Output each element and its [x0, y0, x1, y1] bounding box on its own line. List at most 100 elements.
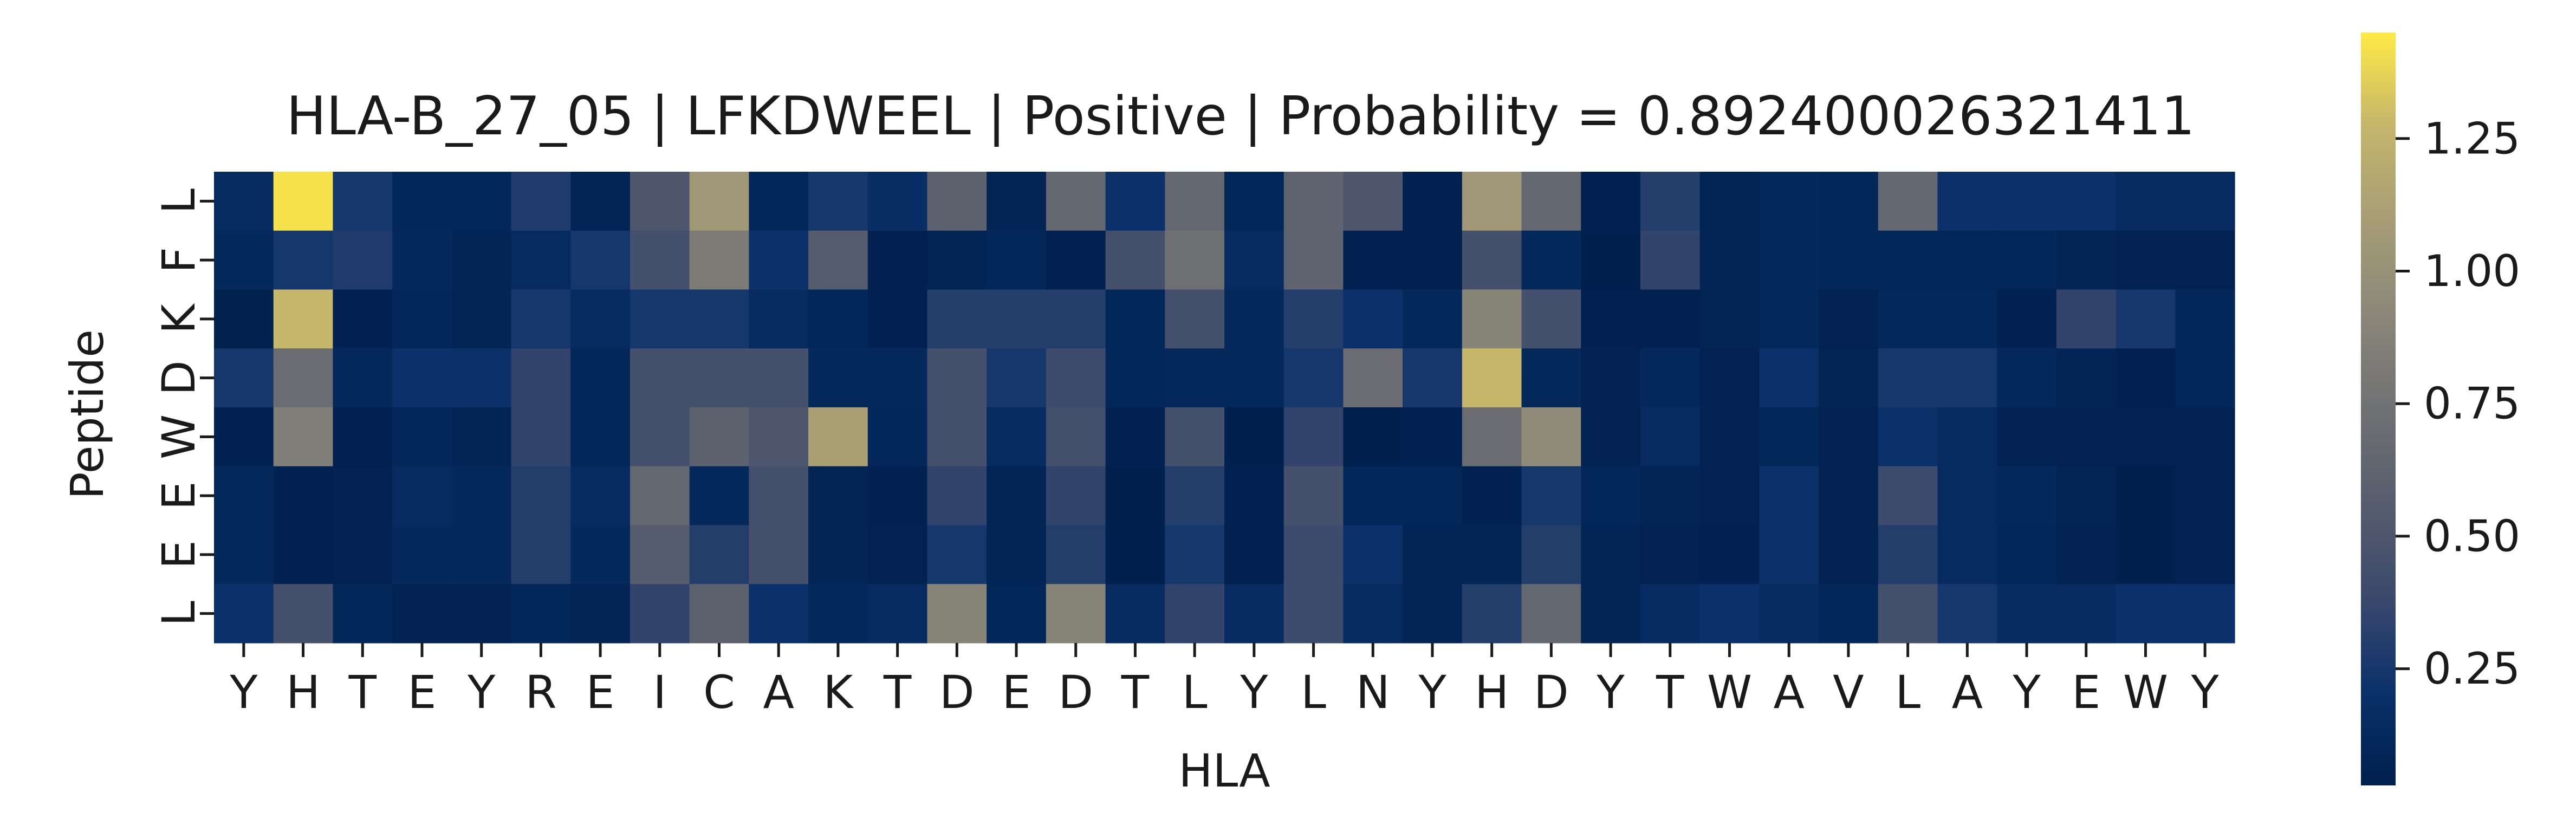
heatmap-cell: [749, 407, 809, 467]
heatmap-cell: [927, 348, 987, 408]
heatmap-cell: [2116, 348, 2176, 408]
heatmap-cell: [867, 407, 928, 467]
heatmap-cell: [1581, 289, 1641, 349]
heatmap-cell: [987, 525, 1047, 584]
heatmap-cell: [1819, 172, 1879, 231]
heatmap-cell: [1521, 466, 1581, 526]
y-axis: LFKDWEEL: [152, 188, 214, 626]
heatmap-cell: [1699, 584, 1760, 644]
heatmap-cell: [1046, 525, 1106, 584]
heatmap-cell: [2175, 230, 2235, 290]
heatmap-cell: [1105, 230, 1165, 290]
heatmap-cell: [1878, 466, 1938, 526]
heatmap-cell: [570, 466, 631, 526]
heatmap-cell: [1997, 466, 2057, 526]
heatmap-cell: [689, 172, 749, 231]
heatmap-cell: [273, 466, 334, 526]
heatmap-cell: [214, 407, 274, 467]
heatmap-cell: [273, 172, 334, 231]
heatmap-cell: [1759, 584, 1819, 644]
heatmap-cell: [392, 289, 452, 349]
heatmap-cell: [808, 230, 868, 290]
heatmap-cell: [1224, 466, 1284, 526]
heatmap-cell: [1759, 289, 1819, 349]
heatmap-cell: [214, 230, 274, 290]
x-tick-label: W: [2123, 666, 2168, 719]
heatmap-cell: [808, 525, 868, 584]
heatmap-cell: [511, 289, 571, 349]
heatmap-cell: [1105, 466, 1165, 526]
x-tick-label: R: [525, 666, 556, 719]
heatmap-cell: [689, 525, 749, 584]
heatmap-cell: [1105, 172, 1165, 231]
heatmap-cell: [1343, 172, 1403, 231]
heatmap-cell: [1759, 172, 1819, 231]
heatmap-cell: [1581, 230, 1641, 290]
heatmap-cell: [1878, 172, 1938, 231]
heatmap-cell: [1699, 289, 1760, 349]
heatmap-cell: [1521, 525, 1581, 584]
x-tick-label: I: [653, 666, 666, 719]
heatmap-cell: [1343, 584, 1403, 644]
heatmap-cell: [392, 584, 452, 644]
heatmap-cell: [451, 172, 512, 231]
heatmap-cell: [214, 348, 274, 408]
heatmap-cell: [1224, 230, 1284, 290]
heatmap-cell: [1997, 348, 2057, 408]
x-tick-label: T: [883, 666, 912, 719]
heatmap-cell: [1343, 525, 1403, 584]
heatmap-cell: [2056, 289, 2117, 349]
heatmap-cell: [630, 466, 690, 526]
y-tick-label: E: [152, 540, 205, 569]
heatmap-cell: [1343, 230, 1403, 290]
y-axis-label: Peptide: [61, 329, 114, 499]
heatmap-cell: [1521, 348, 1581, 408]
x-tick-label: L: [1182, 666, 1208, 719]
heatmap-cell: [689, 466, 749, 526]
heatmap-cell: [392, 525, 452, 584]
heatmap-cell: [1937, 172, 1997, 231]
heatmap-cell: [2116, 407, 2176, 467]
colorbar-axis: 0.25 0.50 0.75 1.00 1.25: [2396, 113, 2520, 694]
heatmap-cell: [1878, 525, 1938, 584]
x-tick-label: K: [823, 666, 854, 719]
colorbar-tick-label: 1.25: [2424, 113, 2520, 164]
heatmap-cell: [1403, 525, 1463, 584]
x-tick-label: D: [939, 666, 975, 719]
y-tick-label: E: [152, 482, 205, 510]
x-tick-label: H: [286, 666, 320, 719]
heatmap-cell: [273, 348, 334, 408]
heatmap-cell: [1343, 348, 1403, 408]
heatmap-cell: [2116, 584, 2176, 644]
heatmap-cell: [273, 407, 334, 467]
heatmap-cell: [1819, 466, 1879, 526]
heatmap-cell: [1283, 289, 1344, 349]
x-tick-label: L: [1301, 666, 1326, 719]
heatmap-cell: [927, 172, 987, 231]
heatmap-cell: [1046, 466, 1106, 526]
heatmap-cell: [1046, 289, 1106, 349]
heatmap-cell: [333, 525, 393, 584]
heatmap-cell: [867, 466, 928, 526]
heatmap-cell: [1937, 584, 1997, 644]
heatmap-cell: [749, 172, 809, 231]
heatmap-cell: [987, 230, 1047, 290]
y-tick-label: L: [152, 188, 205, 214]
heatmap-cell: [1640, 289, 1701, 349]
x-tick-label: H: [1475, 666, 1509, 719]
x-tick-label: E: [1002, 666, 1030, 719]
colorbar-tick-label: 0.75: [2424, 379, 2520, 429]
heatmap-cell: [1937, 348, 1997, 408]
heatmap-cell: [987, 466, 1047, 526]
heatmap-cell: [689, 348, 749, 408]
x-axis-label: HLA: [1178, 744, 1270, 797]
heatmap-cell: [630, 407, 690, 467]
heatmap-cell: [1640, 230, 1701, 290]
heatmap-cell: [749, 348, 809, 408]
heatmap-cell: [570, 230, 631, 290]
heatmap-cell: [1462, 172, 1522, 231]
heatmap-cell: [1046, 407, 1106, 467]
heatmap-cell: [392, 172, 452, 231]
x-tick-label: E: [2072, 666, 2100, 719]
x-tick-label: Y: [1596, 666, 1625, 719]
